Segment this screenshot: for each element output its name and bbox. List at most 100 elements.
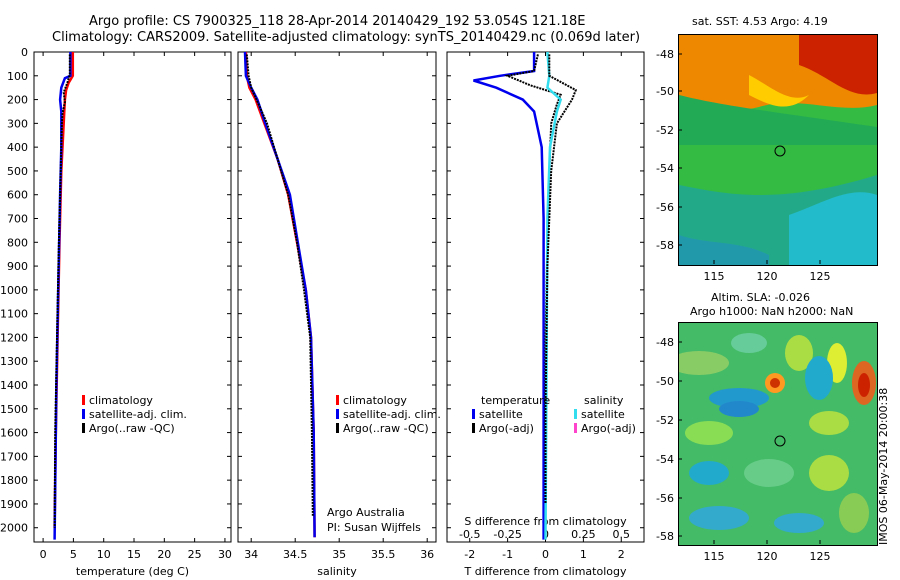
depth-tick-label: 1600: [0, 427, 28, 440]
x-tick-label: 35: [332, 548, 346, 561]
legend-label: Argo(..raw -QC): [89, 422, 175, 435]
x-tick-label: 25: [188, 548, 202, 561]
sst-cold-band-2: [679, 235, 769, 265]
x-tick-label: 30: [218, 548, 232, 561]
depth-tick-label: 1400: [0, 379, 28, 392]
depth-tick-label: 2000: [0, 522, 28, 535]
x-tick-label: 1: [580, 548, 587, 561]
legend-label: Argo(-adj): [479, 422, 534, 435]
sla-anomaly: [731, 333, 767, 353]
legend-label: satellite: [581, 408, 625, 421]
sla-anomaly: [744, 459, 794, 487]
legend-title: salinity: [584, 394, 624, 407]
legend-swatch: [336, 423, 339, 433]
x-tick-label: 34.5: [283, 548, 308, 561]
sla-anomaly: [839, 493, 869, 533]
legend-swatch: [336, 409, 339, 419]
sla-anomaly: [689, 506, 749, 530]
sla-map-title1: Altim. SLA: -0.026: [711, 291, 811, 304]
x-tick-label: 34: [244, 548, 258, 561]
x-tick-label: 0: [40, 548, 47, 561]
legend-label: climatology: [343, 394, 407, 407]
legend-swatch: [472, 409, 475, 419]
x-axis-label: salinity: [317, 565, 357, 578]
depth-tick-label: 200: [7, 94, 28, 107]
legend-label: satellite-adj. clim.: [343, 408, 441, 421]
x-tick-label: 36: [420, 548, 434, 561]
series-line: [53, 54, 71, 528]
pi-label: PI: Susan Wijffels: [327, 521, 421, 534]
legend-swatch: [82, 423, 85, 433]
depth-tick-label: 1200: [0, 331, 28, 344]
depth-tick-label: 1000: [0, 284, 28, 297]
x-tick-label-secondary: 0.5: [613, 528, 631, 541]
legend-swatch: [574, 423, 577, 433]
header-line1: Argo profile: CS 7900325_118 28-Apr-2014…: [89, 14, 586, 29]
depth-tick-label: 1100: [0, 308, 28, 321]
sla-anomaly: [685, 421, 733, 445]
sla-anomaly: [770, 378, 780, 388]
legend-label: satellite: [479, 408, 523, 421]
depth-tick-label: 1300: [0, 355, 28, 368]
depth-tick-label: 1500: [0, 403, 28, 416]
legend-swatch: [82, 395, 85, 405]
sla-anomaly: [689, 461, 729, 485]
x-tick-label: 0: [542, 548, 549, 561]
depth-tick-label: 800: [7, 236, 28, 249]
depth-tick-label: 900: [7, 260, 28, 273]
sla-anomaly: [709, 388, 769, 408]
depth-tick-label: 1800: [0, 474, 28, 487]
legend-swatch: [472, 423, 475, 433]
series-line: [473, 52, 545, 540]
x-tick-label-secondary: 0.25: [571, 528, 596, 541]
sst-cold-band: [789, 192, 877, 265]
sst-front: [679, 95, 877, 145]
depth-tick-label: 700: [7, 213, 28, 226]
sst-hot-band: [799, 35, 877, 95]
x-tick-label: 15: [127, 548, 141, 561]
legend-label: satellite-adj. clim.: [89, 408, 187, 421]
sst-map-title: sat. SST: 4.53 Argo: 4.19: [692, 15, 828, 28]
series-line: [244, 51, 316, 538]
legend-title: temperature: [481, 394, 550, 407]
x-tick-label-secondary: -0.5: [459, 528, 480, 541]
legend-swatch: [336, 395, 339, 405]
legend-label: Argo(-adj): [581, 422, 636, 435]
depth-tick-label: 600: [7, 189, 28, 202]
sla-anomaly: [805, 356, 833, 400]
x-tick-label: 2: [618, 548, 625, 561]
legend-swatch: [82, 409, 85, 419]
agency-label: Argo Australia: [327, 506, 405, 519]
depth-tick-label: 500: [7, 165, 28, 178]
x-tick-label: 20: [157, 548, 171, 561]
argo-location-marker: [774, 145, 786, 157]
x-tick-label: -1: [502, 548, 513, 561]
x-axis-label: T difference from climatology: [464, 565, 627, 578]
legend-label: climatology: [89, 394, 153, 407]
sla-anomaly: [785, 335, 813, 371]
depth-tick-label: 400: [7, 141, 28, 154]
argo-location-marker: [774, 435, 786, 447]
x-tick-label: 5: [70, 548, 77, 561]
depth-tick-label: 1900: [0, 498, 28, 511]
sla-anomaly: [679, 351, 729, 375]
sla-anomaly: [719, 401, 759, 417]
depth-tick-label: 300: [7, 117, 28, 130]
x-tick-label: -2: [464, 548, 475, 561]
panel-frame: [33, 51, 232, 543]
imos-timestamp: IMOS 06-May-2014 20:00:38: [877, 387, 890, 545]
header-line2: Climatology: CARS2009. Satellite-adjuste…: [52, 30, 641, 45]
x-axis-label: temperature (deg C): [76, 565, 189, 578]
series-line: [504, 54, 563, 481]
series-line: [243, 51, 316, 538]
x-tick-label: 10: [97, 548, 111, 561]
sla-map-title2: Argo h1000: NaN h2000: NaN: [690, 305, 854, 318]
series-line: [544, 54, 578, 504]
depth-tick-label: 100: [7, 70, 28, 83]
series-line: [245, 54, 314, 516]
legend-label: Argo(..raw -QC): [343, 422, 429, 435]
depth-tick-label: 0: [21, 46, 28, 59]
legend-swatch: [574, 409, 577, 419]
sla-anomaly: [809, 455, 849, 491]
